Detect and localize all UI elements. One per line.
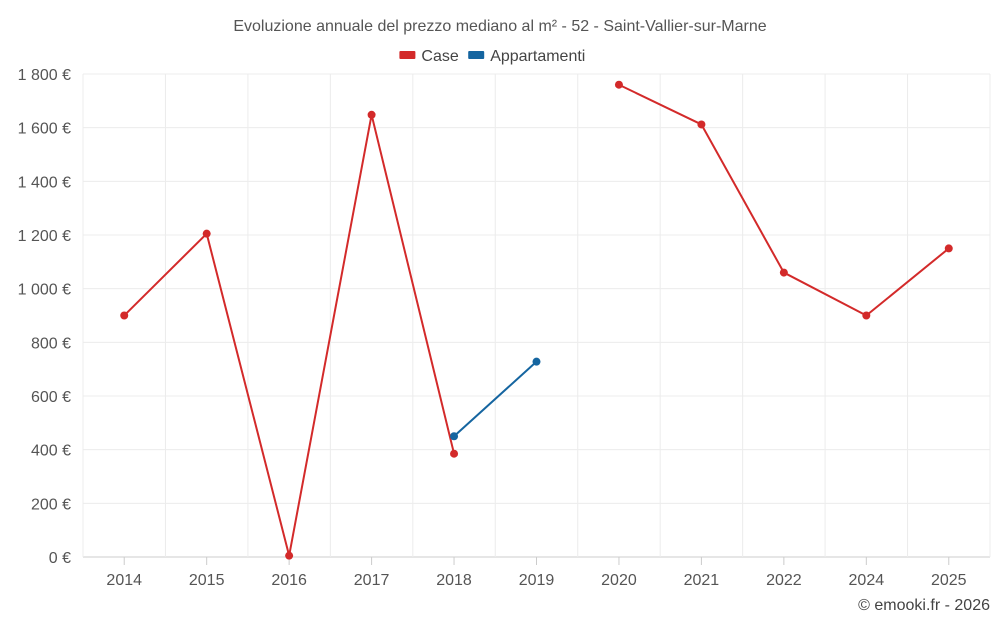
data-point[interactable] bbox=[202, 229, 211, 238]
x-tick-label: 2019 bbox=[519, 572, 555, 589]
data-point[interactable] bbox=[614, 80, 623, 89]
y-tick-label: 800 € bbox=[31, 335, 71, 352]
x-tick-label: 2025 bbox=[931, 572, 967, 589]
x-tick-label: 2016 bbox=[271, 572, 307, 589]
credit-text: © emooki.fr - 2026 bbox=[858, 597, 990, 614]
y-tick-label: 1 800 € bbox=[18, 67, 71, 84]
data-point[interactable] bbox=[450, 449, 459, 458]
y-tick-label: 600 € bbox=[31, 389, 71, 406]
x-tick-label: 2024 bbox=[849, 572, 885, 589]
series-case bbox=[120, 80, 953, 560]
series-line bbox=[453, 360, 538, 437]
legend-item-appartamenti[interactable]: Appartamenti bbox=[468, 48, 585, 65]
series-line bbox=[618, 83, 950, 317]
grid bbox=[82, 73, 991, 558]
axes: 0 € 200 € 400 € 600 € 800 € 1 000 € 1 200 € 1 4… bbox=[18, 67, 967, 589]
y-tick-label: 200 € bbox=[31, 496, 71, 513]
legend-swatch bbox=[399, 51, 416, 59]
x-tick-label: 2017 bbox=[354, 572, 390, 589]
legend-item-case[interactable]: Case bbox=[399, 48, 459, 65]
data-point[interactable] bbox=[532, 357, 541, 366]
y-tick-label: 0 € bbox=[49, 550, 71, 567]
x-tick-label: 2021 bbox=[684, 572, 720, 589]
series-layer bbox=[120, 80, 953, 560]
legend-label: Appartamenti bbox=[490, 48, 585, 65]
series-appartamenti bbox=[450, 357, 541, 441]
data-point[interactable] bbox=[285, 551, 294, 560]
legend[interactable]: Case Appartamenti bbox=[399, 48, 585, 65]
data-point[interactable] bbox=[697, 120, 706, 129]
x-tick-label: 2022 bbox=[766, 572, 802, 589]
data-point[interactable] bbox=[120, 311, 129, 320]
x-tick-label: 2015 bbox=[189, 572, 225, 589]
data-point[interactable] bbox=[367, 110, 376, 119]
data-point[interactable] bbox=[862, 311, 871, 320]
chart-title: Evoluzione annuale del prezzo mediano al… bbox=[233, 18, 766, 35]
legend-label: Case bbox=[421, 48, 458, 65]
y-tick-label: 1 400 € bbox=[18, 174, 71, 191]
x-tick-label: 2018 bbox=[436, 572, 472, 589]
y-tick-label: 400 € bbox=[31, 443, 71, 460]
y-tick-label: 1 000 € bbox=[18, 282, 71, 299]
data-point[interactable] bbox=[944, 244, 953, 253]
y-tick-label: 1 200 € bbox=[18, 228, 71, 245]
x-tick-label: 2020 bbox=[601, 572, 637, 589]
x-tick-label: 2014 bbox=[106, 572, 142, 589]
data-point[interactable] bbox=[779, 268, 788, 277]
legend-swatch bbox=[468, 51, 485, 59]
data-point[interactable] bbox=[450, 432, 459, 441]
y-tick-label: 1 600 € bbox=[18, 121, 71, 138]
